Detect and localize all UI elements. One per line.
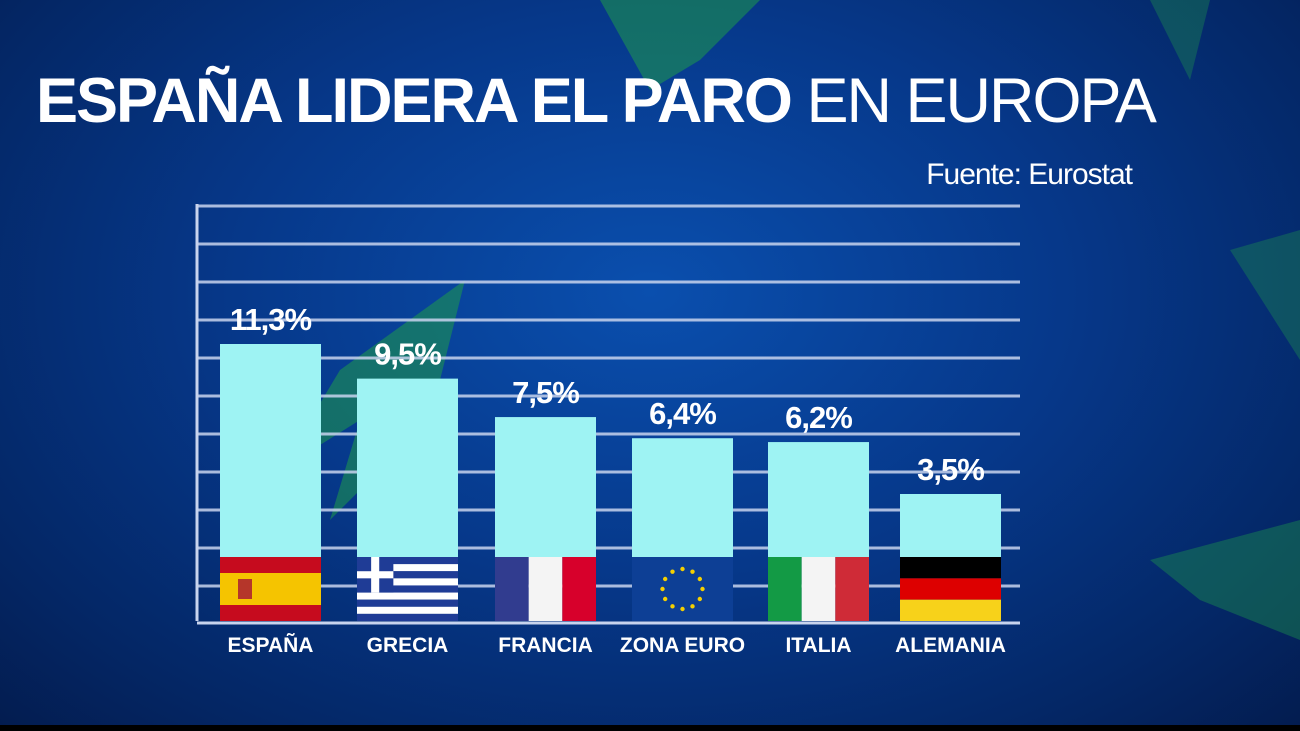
flag-stripe [357, 599, 458, 607]
flag-stripe [835, 557, 869, 621]
bar [220, 344, 321, 557]
bar [357, 378, 458, 557]
flag-stripe [495, 557, 529, 621]
flag-stripe [357, 564, 458, 572]
star [697, 596, 703, 602]
flag-stripe [357, 578, 458, 586]
star [670, 569, 675, 574]
category-label: ITALIA [785, 634, 851, 657]
star [680, 566, 685, 572]
bar [632, 438, 733, 557]
flag-stripe [801, 557, 836, 621]
italy-flag [768, 557, 869, 621]
eu-flag [632, 557, 733, 621]
star [697, 576, 703, 582]
category-label: FRANCIA [498, 634, 593, 657]
germany-flag [900, 557, 1001, 621]
bar-group: 3,5% ALEMANIA [895, 452, 1006, 657]
flag-stripe [357, 592, 458, 600]
category-label: ESPAÑA [228, 634, 314, 657]
bar-group: 9,5% GRECIA [357, 337, 458, 657]
flag-stripe [357, 613, 458, 621]
chart-title: ESPAÑA LIDERA EL PARO EN EUROPA [36, 70, 1157, 133]
flag-stripe [357, 606, 458, 614]
bar [900, 493, 1001, 557]
data-label: 6,4% [649, 396, 716, 431]
coat-of-arms [238, 579, 252, 599]
data-label: 3,5% [917, 452, 984, 487]
bar-group: 6,4% ZONA EURO [620, 396, 745, 657]
cross [371, 557, 380, 593]
star [690, 604, 695, 609]
flag-stripe [220, 573, 321, 605]
flag-stripe [357, 571, 458, 579]
star [680, 606, 685, 612]
bar-group: 6,2% ITALIA [768, 400, 869, 657]
france-flag [495, 557, 596, 621]
star [670, 604, 675, 609]
data-label: 11,3% [230, 302, 312, 337]
source-label: Fuente: Eurostat [926, 158, 1133, 191]
title-bold: ESPAÑA LIDERA EL PARO [36, 66, 793, 136]
category-label: GRECIA [367, 634, 449, 657]
flag-stripe [900, 557, 1001, 579]
bar-group: 11,3% ESPAÑA [220, 302, 321, 657]
bar [495, 417, 596, 557]
bottom-bar [0, 725, 1300, 731]
bar-group: 7,5% FRANCIA [495, 375, 596, 657]
bar [768, 442, 869, 557]
flag-stripe [357, 585, 458, 593]
data-label: 6,2% [785, 400, 852, 435]
title-light: EN EUROPA [806, 66, 1156, 136]
flag-stripe [768, 557, 802, 621]
spain-flag [220, 557, 321, 621]
flag-stripe [632, 557, 733, 621]
star [660, 586, 665, 592]
star [662, 596, 668, 602]
data-label: 9,5% [374, 337, 441, 372]
flag-stripe [900, 578, 1001, 600]
flag-stripe [357, 557, 458, 565]
flag-stripe [900, 599, 1001, 621]
star [700, 586, 705, 592]
flag-stripe [528, 557, 563, 621]
star [690, 569, 695, 574]
data-label: 7,5% [512, 375, 579, 410]
category-label: ALEMANIA [895, 634, 1006, 657]
category-label: ZONA EURO [620, 634, 745, 657]
star [662, 576, 668, 582]
greece-flag [357, 557, 458, 621]
flag-stripe [562, 557, 596, 621]
